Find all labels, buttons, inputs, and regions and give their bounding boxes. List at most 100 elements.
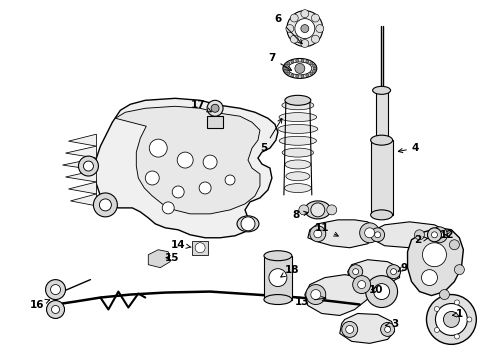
Text: 18: 18: [281, 265, 299, 277]
Circle shape: [454, 334, 460, 339]
Text: 2: 2: [414, 235, 428, 245]
Circle shape: [306, 60, 309, 63]
Circle shape: [432, 232, 438, 238]
Polygon shape: [69, 182, 97, 194]
Circle shape: [311, 289, 321, 300]
Ellipse shape: [279, 113, 317, 122]
Polygon shape: [348, 260, 399, 284]
Polygon shape: [95, 98, 278, 238]
Circle shape: [291, 74, 294, 77]
Circle shape: [301, 59, 304, 62]
Circle shape: [436, 231, 443, 239]
Ellipse shape: [284, 184, 311, 193]
Circle shape: [454, 300, 460, 305]
Circle shape: [145, 171, 159, 185]
Ellipse shape: [283, 58, 317, 78]
Circle shape: [312, 14, 319, 22]
Polygon shape: [71, 194, 97, 206]
Circle shape: [306, 285, 326, 305]
Text: 7: 7: [268, 54, 292, 71]
Ellipse shape: [279, 136, 317, 145]
Text: 15: 15: [165, 253, 179, 263]
Circle shape: [149, 139, 167, 157]
Circle shape: [306, 74, 309, 77]
Circle shape: [311, 203, 325, 217]
Circle shape: [177, 152, 193, 168]
Circle shape: [385, 327, 391, 332]
Text: 5: 5: [260, 118, 282, 153]
Circle shape: [310, 226, 326, 242]
Circle shape: [291, 60, 294, 63]
Circle shape: [421, 270, 438, 285]
Polygon shape: [63, 158, 97, 170]
Circle shape: [415, 230, 424, 240]
Polygon shape: [374, 222, 444, 248]
Ellipse shape: [282, 148, 314, 157]
Ellipse shape: [264, 294, 292, 305]
Polygon shape: [305, 275, 371, 315]
Circle shape: [310, 72, 313, 75]
Polygon shape: [408, 228, 464, 296]
Circle shape: [467, 317, 472, 322]
Circle shape: [50, 285, 61, 294]
Polygon shape: [148, 250, 170, 268]
Polygon shape: [115, 106, 260, 214]
Circle shape: [284, 64, 287, 67]
Circle shape: [284, 70, 287, 73]
Circle shape: [432, 227, 447, 243]
Circle shape: [46, 280, 66, 300]
Circle shape: [296, 59, 299, 62]
Text: 12: 12: [440, 230, 455, 240]
Polygon shape: [69, 134, 97, 146]
Polygon shape: [308, 220, 376, 248]
Ellipse shape: [305, 201, 331, 219]
Text: 9: 9: [398, 263, 408, 273]
Circle shape: [199, 182, 211, 194]
Circle shape: [51, 306, 59, 314]
Text: 4: 4: [398, 143, 419, 153]
Circle shape: [313, 67, 317, 70]
Circle shape: [327, 205, 337, 215]
Circle shape: [225, 175, 235, 185]
Text: 11: 11: [315, 223, 338, 236]
Circle shape: [310, 62, 313, 65]
Circle shape: [299, 205, 309, 215]
Circle shape: [94, 193, 118, 217]
Circle shape: [269, 269, 287, 287]
Circle shape: [287, 11, 323, 46]
Circle shape: [358, 280, 366, 289]
Circle shape: [203, 155, 217, 169]
Circle shape: [366, 276, 397, 307]
Circle shape: [365, 228, 375, 238]
Ellipse shape: [278, 125, 318, 134]
Circle shape: [443, 311, 460, 328]
Circle shape: [360, 223, 380, 243]
Ellipse shape: [370, 210, 392, 220]
Circle shape: [290, 14, 298, 22]
Circle shape: [435, 328, 440, 333]
Circle shape: [314, 230, 322, 238]
Text: 1: 1: [452, 310, 463, 319]
Bar: [207, 116, 223, 128]
Circle shape: [435, 306, 440, 311]
Text: 8: 8: [292, 210, 308, 220]
Text: 10: 10: [368, 284, 383, 294]
Ellipse shape: [286, 172, 310, 181]
Polygon shape: [340, 314, 394, 343]
Circle shape: [316, 24, 324, 32]
Circle shape: [349, 265, 363, 279]
Ellipse shape: [282, 101, 314, 110]
Circle shape: [312, 35, 319, 43]
Text: 14: 14: [171, 240, 191, 250]
Ellipse shape: [372, 86, 391, 94]
Polygon shape: [66, 170, 97, 182]
Circle shape: [172, 186, 184, 198]
Circle shape: [207, 100, 223, 116]
Circle shape: [301, 10, 309, 18]
Text: 16: 16: [29, 300, 49, 310]
Circle shape: [78, 156, 98, 176]
Circle shape: [370, 228, 385, 242]
Text: 6: 6: [274, 14, 302, 44]
Circle shape: [99, 199, 111, 211]
Circle shape: [283, 67, 286, 70]
